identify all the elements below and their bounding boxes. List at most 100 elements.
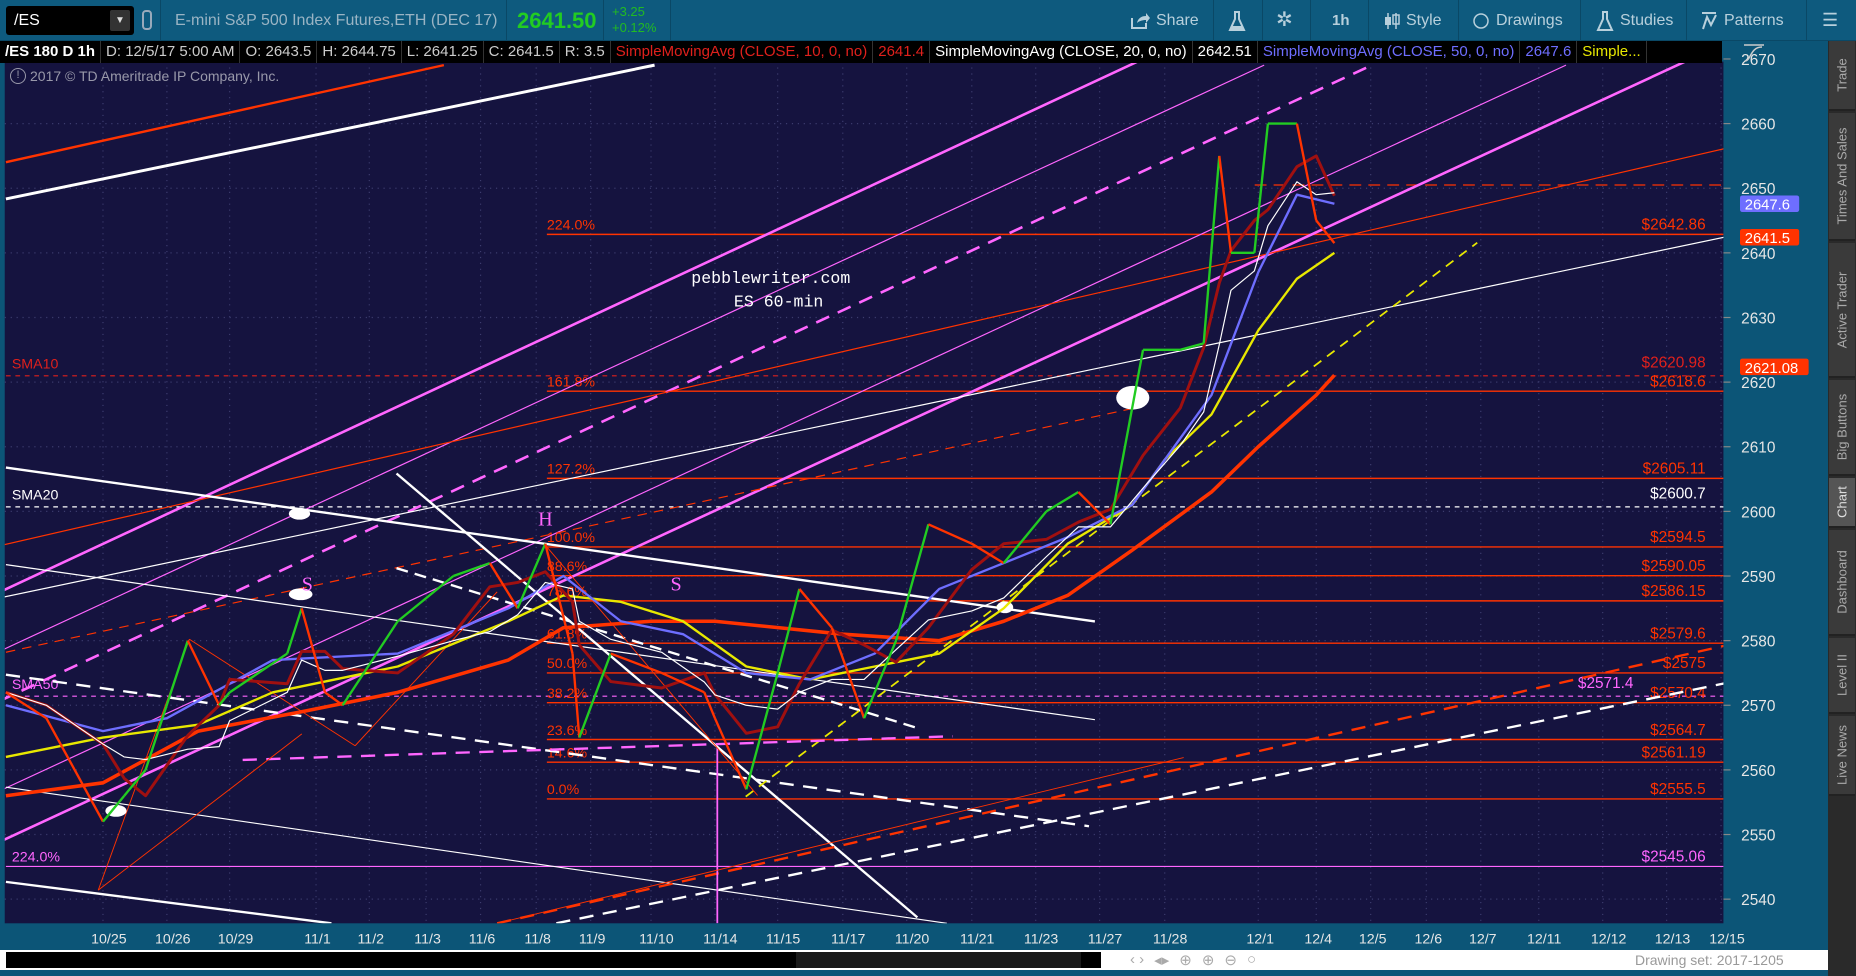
trendlines — [4, 61, 1724, 924]
date-tick-label: 12/7 — [1469, 931, 1497, 947]
side-tab-dashboard[interactable]: Dashboard — [1829, 530, 1855, 636]
price-segment — [1315, 219, 1336, 244]
change-percent: +0.12% — [612, 20, 657, 35]
price-segment — [830, 627, 866, 719]
side-tab-live-news[interactable]: Live News — [1829, 716, 1855, 796]
horizontal-scrollbar[interactable]: ‹ › ◂▸ ⊕ ⊕ ⊖ ○ Drawing set: 2017-1205 — [0, 950, 1828, 970]
copyright: ! 2017 © TD Ameritrade IP Company, Inc. — [10, 68, 279, 84]
price-level-label: $2618.6 — [1650, 373, 1706, 390]
scroll-thumb[interactable] — [796, 952, 1081, 968]
pattern-label: H — [538, 509, 553, 531]
trendline — [497, 757, 1184, 924]
price-tick-label: 2650 — [1741, 181, 1775, 198]
date-tick-label: 12/4 — [1304, 931, 1332, 947]
price-segment — [745, 672, 779, 790]
price-change: +3.25 +0.12% — [612, 4, 656, 36]
date-tick-label: 10/26 — [155, 931, 191, 947]
flask-button[interactable] — [1228, 0, 1246, 41]
trendline — [396, 567, 918, 730]
date-tick-label: 11/8 — [524, 931, 551, 947]
zoom-out-icon[interactable]: ⊖ — [1224, 952, 1237, 969]
date-tick-label: 12/15 — [1709, 931, 1745, 947]
side-tab-label: Dashboard — [1834, 550, 1850, 614]
divider — [670, 0, 671, 41]
price-tick-label: 2580 — [1741, 634, 1775, 651]
scroll-arrows-icon[interactable]: ‹ › — [1130, 951, 1145, 968]
study-sma50[interactable]: SimpleMovingAvg (CLOSE, 50, 0, no) — [1258, 41, 1521, 63]
date-tick-label: 11/10 — [639, 931, 674, 947]
crosshair-icon[interactable]: ⊕ — [1179, 952, 1192, 969]
zoom-in-icon[interactable]: ⊕ — [1201, 952, 1215, 969]
price-level-label: $2575 — [1663, 655, 1706, 672]
price-tick-label: 2630 — [1741, 310, 1775, 327]
price-segment — [1109, 349, 1145, 525]
side-tab-times-and-sales[interactable]: Times And Sales — [1829, 113, 1855, 241]
trendline — [5, 786, 948, 924]
share-button[interactable]: Share — [1130, 0, 1199, 41]
side-tab-chart[interactable]: Chart — [1829, 478, 1855, 528]
scroll-track[interactable] — [6, 952, 1101, 968]
price-segment — [971, 542, 1005, 565]
date-tick-label: 11/9 — [579, 931, 606, 947]
share-label: Share — [1156, 12, 1199, 29]
change-value: +3.25 — [612, 4, 645, 19]
price-tick-label: 2600 — [1741, 504, 1775, 521]
sma-level-label: SMA10 — [12, 357, 59, 373]
price-level-label: $2600.7 — [1650, 486, 1706, 503]
side-tab-label: Big Buttons — [1834, 393, 1850, 461]
divider — [1580, 0, 1581, 41]
study-sma50-value: 2647.6 — [1520, 41, 1578, 63]
axis-price-marker — [1740, 228, 1800, 246]
date-tick-label: 10/29 — [218, 931, 254, 947]
price-segment — [1218, 155, 1233, 254]
studies-button[interactable]: Studies — [1596, 0, 1673, 41]
symbol-input[interactable]: /ES — [14, 12, 40, 29]
divider — [1262, 0, 1263, 41]
price-segment — [286, 607, 303, 654]
settings-button[interactable]: ✲ — [1276, 0, 1293, 41]
bar-date: D: 12/5/17 5:00 AM — [101, 41, 241, 63]
trendline — [5, 466, 1096, 623]
side-tab-level-ii[interactable]: Level II — [1829, 638, 1855, 714]
style-button[interactable]: Style — [1384, 0, 1442, 41]
link-icon[interactable] — [142, 10, 152, 30]
date-tick-label: 11/6 — [469, 931, 496, 947]
fib-percent-label: 127.2% — [547, 462, 596, 478]
drawing-set[interactable]: Drawing set: 2017-1205 — [1635, 952, 1784, 968]
price-level-label: $2564.7 — [1650, 722, 1706, 739]
timeframe-button[interactable]: 1h — [1332, 12, 1350, 29]
price-segment — [396, 575, 455, 623]
patterns-button[interactable]: Patterns — [1700, 0, 1784, 41]
divider — [1368, 0, 1369, 41]
price-level-label: $2555.5 — [1650, 781, 1706, 798]
trendline — [354, 591, 498, 747]
sma-heavy-line — [5, 373, 1336, 798]
price-segment — [5, 691, 47, 720]
divider — [1213, 0, 1214, 41]
price-segment — [713, 717, 748, 790]
side-tab-trade[interactable]: Trade — [1829, 41, 1855, 111]
study-sma10[interactable]: SimpleMovingAvg (CLOSE, 10, 0, no) — [611, 41, 874, 63]
trendline — [4, 61, 1689, 841]
price-segment — [516, 543, 547, 609]
study-legend-bar: /ES 180 D 1h D: 12/5/17 5:00 AM O: 2643.… — [0, 41, 1722, 63]
menu-icon[interactable]: ☰ — [1822, 10, 1839, 30]
circle-icon[interactable]: ○ — [1246, 951, 1257, 968]
side-tab-label: Chart — [1834, 486, 1850, 518]
date-tick-label: 10/25 — [91, 931, 127, 947]
trendline — [4, 148, 1724, 546]
side-tab-active-trader[interactable]: Active Trader — [1829, 243, 1855, 378]
study-truncated[interactable]: Simple... — [1577, 41, 1647, 63]
toolbar: /ES ▼ E-mini S&P 500 Index Futures,ETH (D… — [0, 0, 1856, 41]
study-sma20[interactable]: SimpleMovingAvg (CLOSE, 20, 0, no) — [930, 41, 1193, 63]
symbol-selector[interactable]: /ES ▼ — [6, 6, 134, 35]
divider — [1686, 0, 1687, 41]
divider — [506, 0, 507, 41]
trendline — [745, 241, 1478, 798]
pan-icon[interactable]: ◂▸ — [1154, 952, 1170, 969]
drawings-button[interactable]: Drawings — [1472, 0, 1563, 41]
circle-icon — [1473, 12, 1489, 29]
side-tab-big-buttons[interactable]: Big Buttons — [1829, 380, 1855, 476]
dropdown-icon[interactable]: ▼ — [110, 10, 130, 31]
